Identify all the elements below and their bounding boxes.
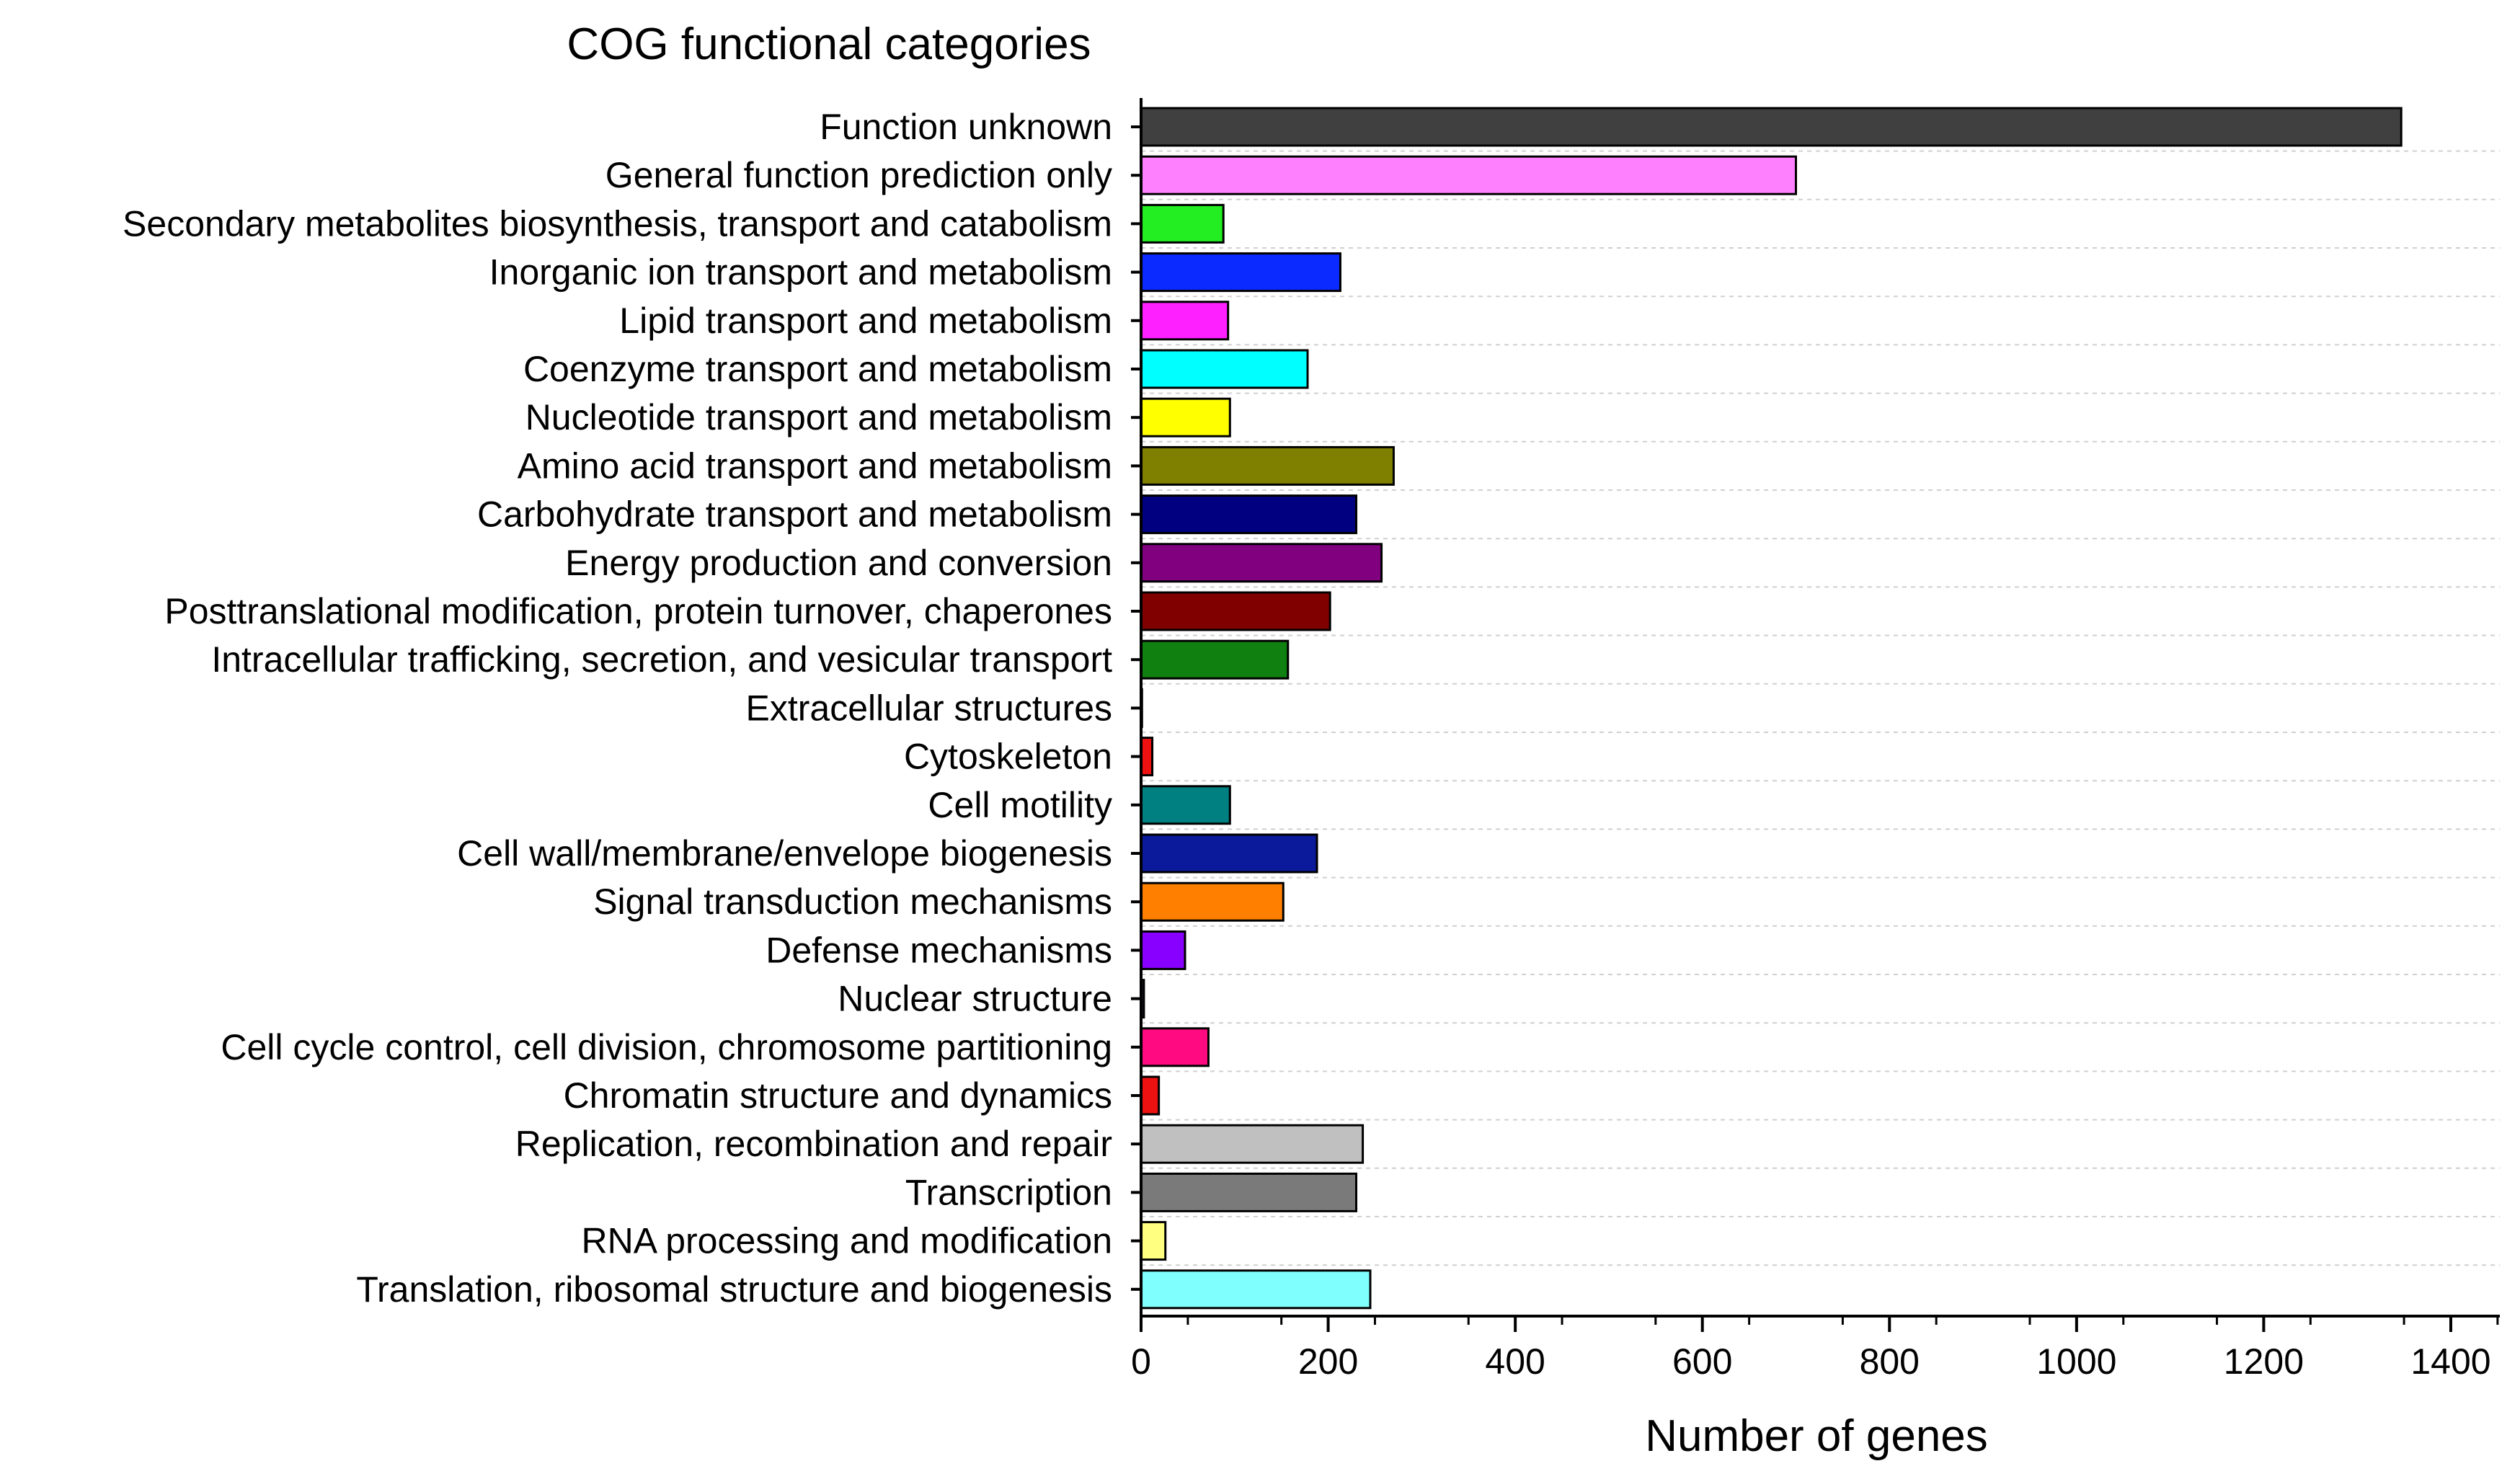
bar	[1140, 737, 1154, 777]
category-label: Inorganic ion transport and metabolism	[489, 252, 1112, 293]
category-labels: Function unknown General function predict…	[123, 107, 1112, 1310]
category-label: Extracellular structures	[746, 688, 1113, 728]
x-tick-label: 400	[1485, 1341, 1545, 1382]
bar	[1140, 301, 1230, 341]
bar	[1140, 349, 1309, 389]
x-tick-label: 1000	[2036, 1341, 2116, 1382]
category-label: Transcription	[905, 1172, 1112, 1212]
x-axis-title: Number of genes	[1645, 1411, 1988, 1461]
category-label: Chromatin structure and dynamics	[564, 1075, 1112, 1116]
bars	[1140, 107, 2403, 1310]
chart-title: COG functional categories	[567, 19, 1091, 69]
x-tick-label: 0	[1131, 1341, 1151, 1382]
bar	[1140, 785, 1231, 825]
category-label: Nuclear structure	[838, 979, 1112, 1019]
x-tick-label: 200	[1298, 1341, 1358, 1382]
category-label: Nucleotide transport and metabolism	[525, 397, 1112, 438]
bar	[1140, 1269, 1372, 1310]
bar	[1140, 543, 1383, 583]
x-tick-label: 1400	[2410, 1341, 2490, 1382]
category-label: Cell motility	[928, 785, 1112, 825]
category-label: General function prediction only	[605, 155, 1112, 195]
category-label: Cytoskeleton	[904, 737, 1112, 777]
bar	[1140, 881, 1285, 922]
bar	[1140, 833, 1318, 874]
category-label: Cell wall/membrane/envelope biogenesis	[457, 833, 1112, 874]
category-label: Coenzyme transport and metabolism	[523, 349, 1112, 389]
category-label: Translation, ribosomal structure and bio…	[356, 1269, 1112, 1310]
category-label: RNA processing and modification	[582, 1221, 1113, 1261]
bar	[1140, 1075, 1161, 1116]
gridlines	[1141, 150, 2500, 1266]
axes: 0 200 400 600 800 1000 1200 1400	[1131, 98, 2500, 1382]
category-label: Replication, recombination and repair	[515, 1124, 1112, 1164]
bar	[1140, 930, 1186, 970]
bar	[1140, 1221, 1167, 1261]
x-tick-label: 600	[1672, 1341, 1732, 1382]
bar	[1140, 107, 2403, 147]
x-tick-label: 1200	[2224, 1341, 2304, 1382]
category-label: Defense mechanisms	[766, 930, 1112, 970]
category-label: Cell cycle control, cell division, chrom…	[221, 1027, 1112, 1067]
bar	[1140, 397, 1231, 438]
bar	[1140, 1124, 1365, 1164]
bar	[1140, 494, 1358, 535]
x-tick-label: 800	[1860, 1341, 1920, 1382]
category-label: Function unknown	[820, 107, 1112, 147]
category-label: Intracellular trafficking, secretion, an…	[211, 639, 1112, 680]
category-label: Secondary metabolites biosynthesis, tran…	[123, 203, 1112, 244]
bar	[1140, 155, 1797, 195]
bar	[1140, 203, 1225, 244]
category-label: Lipid transport and metabolism	[619, 301, 1112, 341]
bar	[1140, 591, 1331, 631]
bar	[1140, 445, 1395, 486]
category-label: Carbohydrate transport and metabolism	[477, 494, 1112, 535]
category-label: Signal transduction mechanisms	[593, 881, 1112, 922]
category-label: Amino acid transport and metabolism	[518, 445, 1112, 486]
bar	[1140, 1027, 1210, 1067]
category-label: Posttranslational modification, protein …	[164, 591, 1112, 631]
category-label: Energy production and conversion	[565, 543, 1112, 583]
bar	[1140, 252, 1341, 293]
bar	[1140, 639, 1290, 680]
bar	[1140, 1172, 1358, 1212]
